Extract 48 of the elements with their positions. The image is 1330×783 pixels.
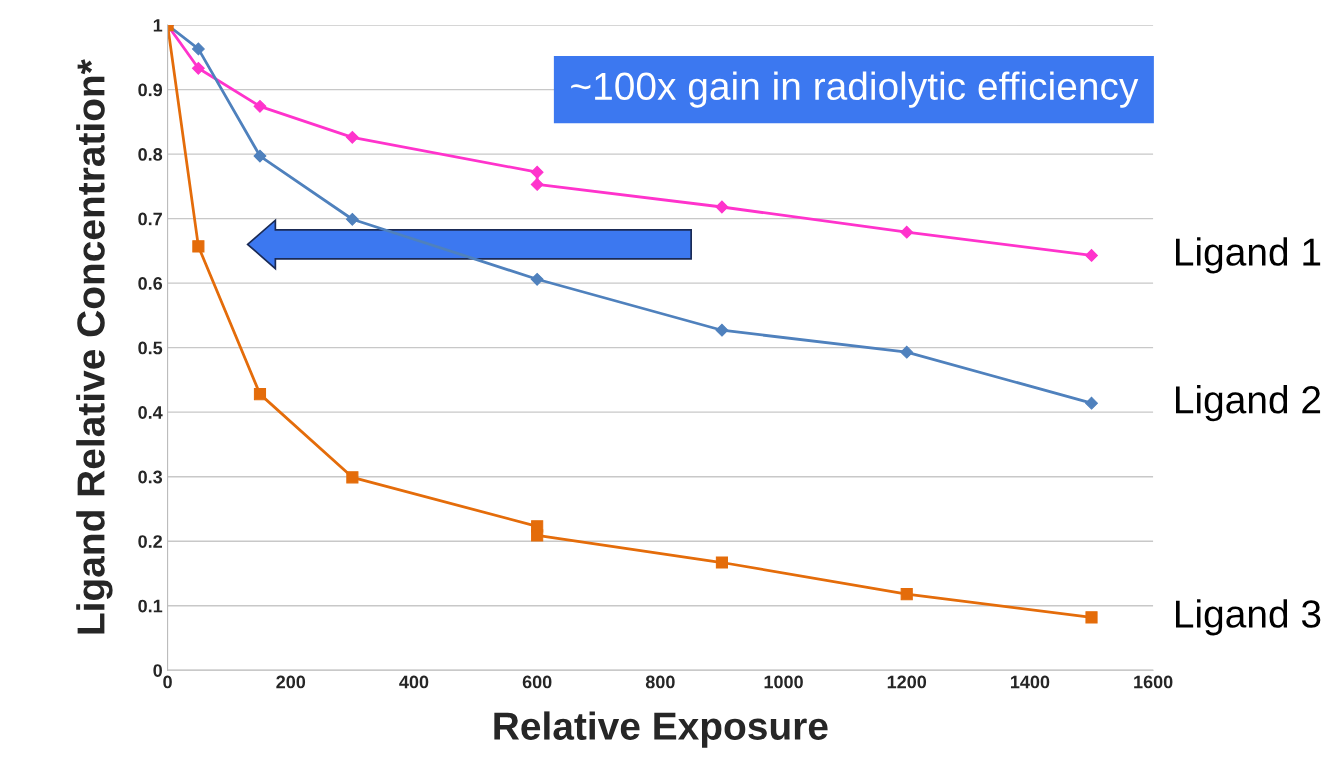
y-tick-label: 0.3 xyxy=(138,470,163,484)
point xyxy=(715,323,729,337)
point xyxy=(530,165,544,179)
point xyxy=(715,556,729,569)
y-tick-label: 0.7 xyxy=(138,212,162,226)
y-tick-label: 0.4 xyxy=(138,406,163,419)
point xyxy=(345,212,359,226)
point xyxy=(253,99,267,113)
point xyxy=(900,345,914,359)
text: Ligand 2 xyxy=(1176,385,1321,422)
point xyxy=(345,130,359,144)
point xyxy=(253,149,267,163)
y-tick-label: 1 xyxy=(153,19,163,32)
x-tick-label: 1400 xyxy=(1010,675,1050,689)
x-tick-label: 600 xyxy=(522,675,552,689)
y-tick-label: 0 xyxy=(153,664,162,677)
point xyxy=(191,61,205,75)
y-tick-label: 0.6 xyxy=(138,277,163,290)
point xyxy=(1085,396,1098,410)
y-tick-label: 0.1 xyxy=(138,599,163,613)
point xyxy=(253,388,267,401)
y-tick-label: 0.2 xyxy=(138,535,162,548)
point xyxy=(900,225,914,239)
x-tick-label: 800 xyxy=(645,675,675,689)
point xyxy=(346,471,359,484)
text: Ligand 3 xyxy=(1176,599,1321,636)
point xyxy=(531,529,544,542)
x-tick-label: 200 xyxy=(276,675,306,689)
x-tick-label: 400 xyxy=(399,675,429,689)
y-axis-title: Ligand Relative Concentration* xyxy=(76,59,113,634)
x-tick-label: 0 xyxy=(163,675,172,689)
y-tick-label: 0.9 xyxy=(138,83,163,97)
point xyxy=(715,200,729,214)
annotation: ~100x gain in radiolytic efficiency xyxy=(571,71,1139,108)
y-tick-label: 0.5 xyxy=(138,341,163,355)
point xyxy=(191,42,205,56)
point xyxy=(530,272,544,286)
y-tick-label: 0.8 xyxy=(138,148,163,161)
point xyxy=(1085,248,1098,262)
point xyxy=(530,178,544,191)
point xyxy=(900,588,913,601)
x-tick-label: 1200 xyxy=(887,675,927,689)
text: Ligand 1 xyxy=(1176,237,1321,274)
point xyxy=(1085,611,1098,624)
point xyxy=(192,240,205,253)
x-tick-label: 1600 xyxy=(1134,675,1173,689)
x-tick-label: 1000 xyxy=(764,675,803,689)
x-axis-title: Relative Exposure xyxy=(494,711,828,748)
